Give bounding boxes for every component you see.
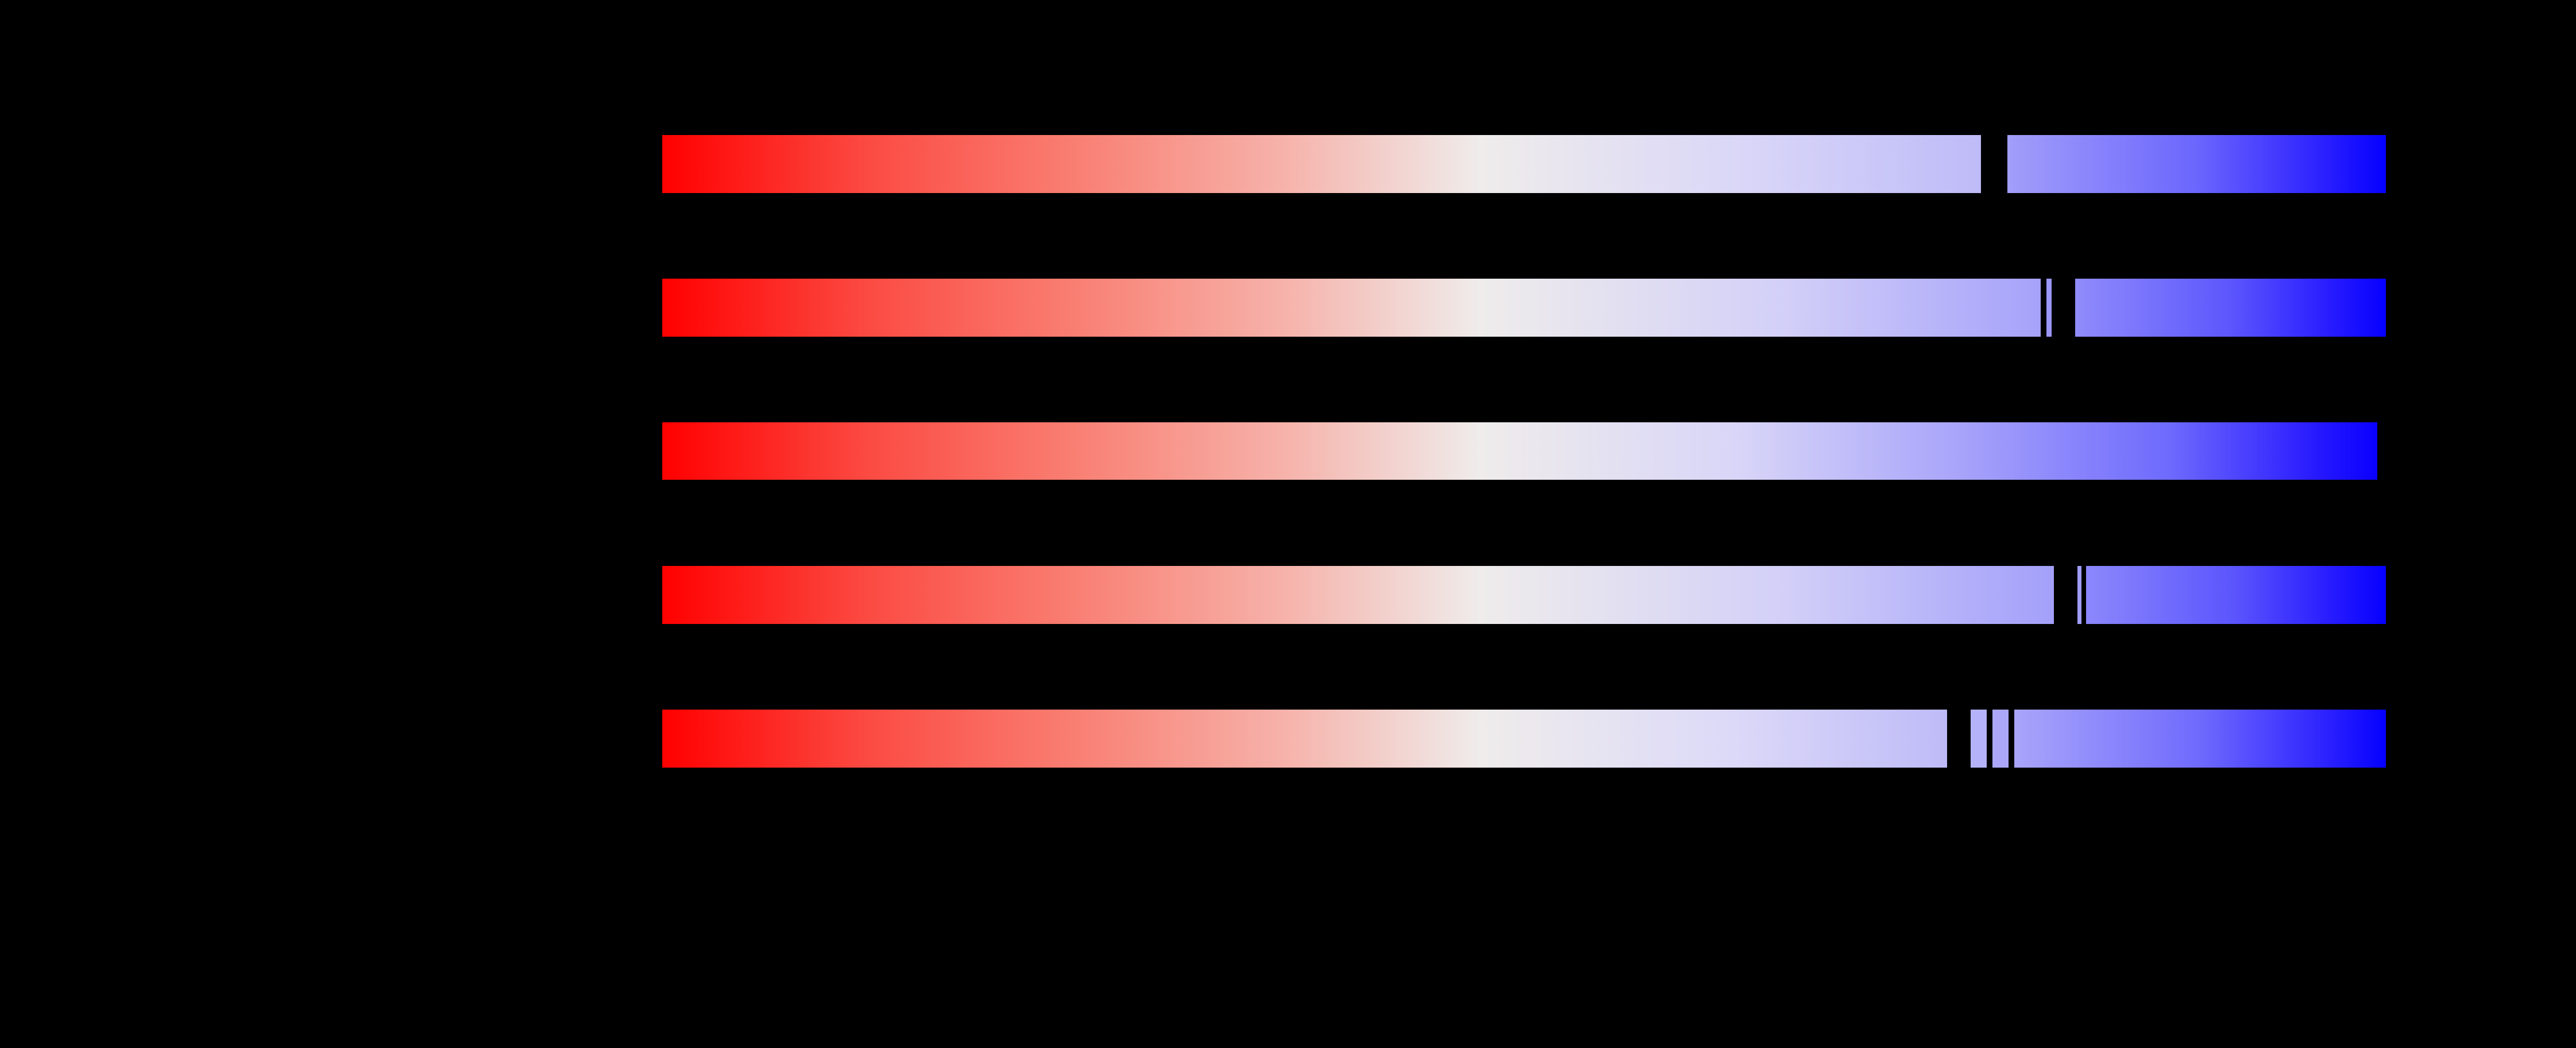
gradient-bar-row-1 xyxy=(662,135,2386,193)
black-marker-line xyxy=(2041,279,2046,337)
bar-segment-left xyxy=(662,566,2054,624)
bar-segment-sliver xyxy=(2046,279,2052,337)
black-marker-line xyxy=(2052,279,2075,337)
bar-segment-left xyxy=(662,710,1947,768)
black-marker-line xyxy=(1987,710,1992,768)
bar-segment-full xyxy=(662,422,2377,480)
black-marker-line xyxy=(1947,710,1971,768)
bar-segment-left xyxy=(662,279,2041,337)
bar-segment-right xyxy=(2086,566,2386,624)
bar-segment-left xyxy=(662,135,1981,193)
bar-segment-right xyxy=(2014,710,2386,768)
gradient-bar-row-5 xyxy=(662,710,2386,768)
gradient-bar-row-3 xyxy=(662,422,2377,480)
bar-segment-right xyxy=(2007,135,2386,193)
gradient-bar-row-2 xyxy=(662,279,2386,337)
bar-segment-right xyxy=(2075,279,2386,337)
black-marker-line xyxy=(1981,135,2007,193)
bar-segment-sliver xyxy=(1971,710,1987,768)
black-marker-line xyxy=(2081,566,2086,624)
gradient-bar-row-4 xyxy=(662,566,2386,624)
black-marker-line xyxy=(2009,710,2014,768)
bar-segment-sliver xyxy=(1992,710,2009,768)
bar-segment-sliver xyxy=(2077,566,2081,624)
black-marker-line xyxy=(2054,566,2077,624)
